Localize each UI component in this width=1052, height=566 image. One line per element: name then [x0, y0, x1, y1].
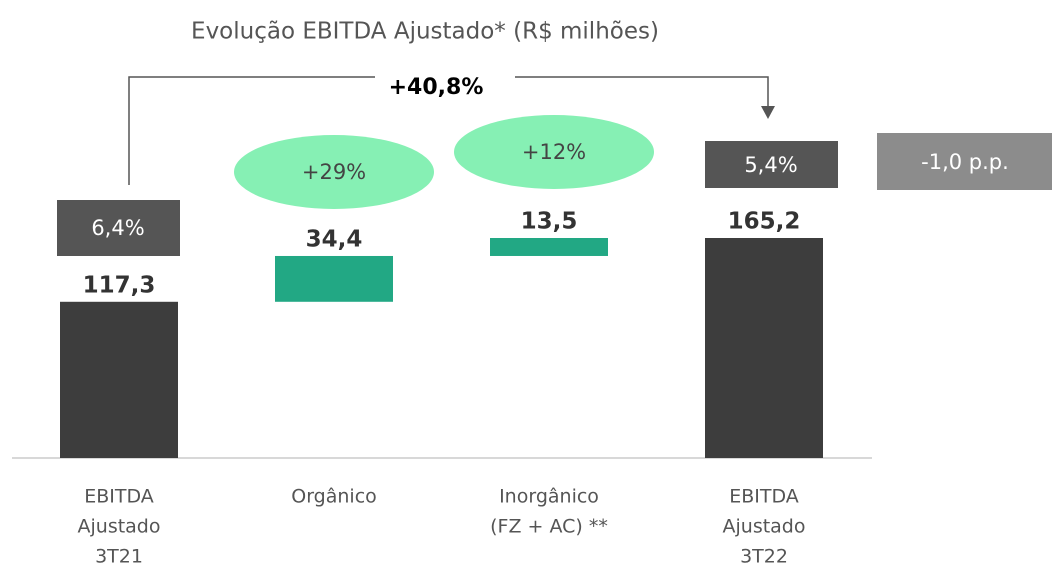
value-label: 34,4 — [306, 226, 363, 252]
margin-change: -1,0 p.p. — [921, 150, 1009, 174]
x-tick-label: Ajustado — [78, 516, 161, 538]
bar — [60, 301, 178, 458]
x-tick-label: Inorgânico — [499, 486, 599, 508]
value-label: 117,3 — [83, 272, 156, 298]
x-tick-label: (FZ + AC) ** — [490, 516, 608, 538]
total-change: +40,8% — [389, 75, 484, 100]
growth-label: +12% — [522, 140, 586, 164]
bar — [705, 238, 823, 458]
x-tick-label: EBITDA — [84, 486, 154, 508]
x-tick-label: Orgânico — [291, 486, 377, 508]
bracket — [128, 76, 769, 185]
growth-bubble — [454, 115, 654, 189]
bracket-right — [515, 76, 769, 108]
x-tick-label: EBITDA — [729, 486, 799, 508]
margin-label: 6,4% — [91, 216, 144, 240]
arrow-head — [761, 106, 775, 119]
value-label: 13,5 — [521, 209, 578, 235]
chart-title: Evolução EBITDA Ajustado* (R$ milhões) — [191, 19, 659, 45]
x-tick-label: 3T22 — [740, 546, 788, 566]
margin-label: 5,4% — [744, 153, 797, 177]
margin-change-box — [877, 133, 1052, 190]
value-label: 165,2 — [728, 209, 801, 235]
margin-box — [705, 141, 838, 188]
bar — [490, 238, 608, 256]
x-tick-label: 3T21 — [95, 546, 143, 566]
x-tick-label: Ajustado — [723, 516, 806, 538]
growth-label: +29% — [302, 160, 366, 184]
margin-box — [57, 200, 180, 256]
bracket-left — [128, 76, 375, 185]
growth-bubble — [234, 135, 434, 209]
bar — [275, 255, 393, 302]
